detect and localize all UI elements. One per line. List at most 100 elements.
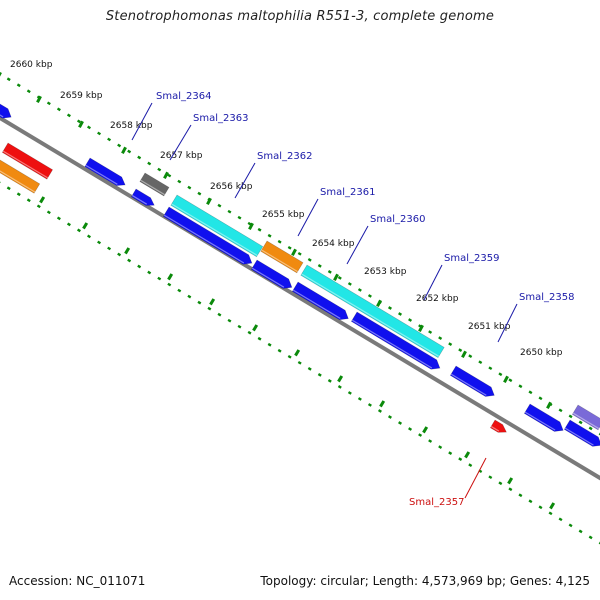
upper-minor-tick bbox=[478, 360, 483, 365]
gene-feature-highlight bbox=[564, 427, 594, 446]
gene-feature bbox=[250, 259, 293, 289]
scale-label: 2658 kbp bbox=[110, 121, 153, 131]
lower-minor-tick bbox=[568, 523, 573, 528]
upper-minor-tick bbox=[66, 113, 71, 118]
lower-minor-tick bbox=[428, 439, 433, 443]
upper-minor-tick bbox=[97, 131, 102, 136]
upper-major-tick bbox=[248, 222, 254, 230]
lower-minor-tick bbox=[227, 318, 232, 323]
upper-minor-tick bbox=[217, 203, 222, 208]
gene-label: Smal_2359 bbox=[444, 253, 499, 264]
upper-minor-tick bbox=[147, 161, 152, 166]
gene-feature bbox=[291, 281, 349, 321]
lower-major-tick bbox=[82, 222, 89, 230]
scale-label: 2653 kbp bbox=[364, 267, 407, 277]
upper-minor-tick bbox=[227, 209, 232, 214]
lower-tick-track bbox=[0, 181, 600, 545]
gene-feature bbox=[563, 419, 600, 447]
upper-minor-tick bbox=[297, 251, 302, 256]
upper-minor-tick bbox=[26, 89, 31, 94]
lower-minor-tick bbox=[438, 445, 443, 449]
upper-minor-tick bbox=[6, 77, 11, 82]
backbone bbox=[0, 115, 600, 481]
upper-minor-tick bbox=[317, 264, 322, 268]
upper-minor-tick bbox=[558, 408, 563, 413]
lower-major-tick bbox=[124, 247, 131, 255]
upper-minor-tick bbox=[277, 239, 282, 244]
lower-minor-tick bbox=[127, 258, 132, 263]
gene-feature bbox=[84, 157, 126, 186]
lower-minor-tick bbox=[327, 379, 332, 383]
lower-major-tick bbox=[209, 298, 216, 306]
gene-feature-highlight bbox=[0, 170, 36, 193]
gene-feature bbox=[260, 240, 304, 274]
upper-minor-tick bbox=[458, 348, 463, 352]
lower-minor-tick bbox=[157, 276, 162, 281]
upper-minor-tick bbox=[87, 125, 91, 130]
gene-label-leader bbox=[234, 162, 256, 199]
feature-track bbox=[0, 103, 600, 447]
lower-minor-tick bbox=[508, 487, 513, 492]
gene-feature bbox=[350, 311, 441, 370]
lower-major-tick bbox=[379, 400, 386, 408]
lower-minor-tick bbox=[56, 216, 61, 221]
lower-minor-tick bbox=[107, 246, 112, 251]
upper-minor-tick bbox=[157, 167, 162, 172]
gene-feature-highlight bbox=[0, 114, 4, 118]
lower-major-tick bbox=[549, 502, 556, 510]
gene-feature-highlight bbox=[450, 373, 487, 396]
lower-minor-tick bbox=[207, 306, 212, 311]
lower-major-tick bbox=[337, 375, 344, 383]
lower-minor-tick bbox=[76, 228, 81, 233]
lower-minor-tick bbox=[97, 240, 102, 245]
lower-minor-tick bbox=[267, 342, 272, 347]
lower-minor-tick bbox=[257, 336, 262, 341]
upper-major-tick bbox=[36, 95, 42, 103]
scale-labels: 2660 kbp 2659 kbp 2658 kbp 2657 kbp 2656 kbp… bbox=[10, 60, 563, 358]
scale-label: 2656 kbp bbox=[210, 182, 253, 192]
gene-label-leader bbox=[423, 264, 443, 301]
lower-minor-tick bbox=[277, 348, 282, 353]
gene-label: Smal_2357 bbox=[409, 497, 464, 508]
lower-major-tick bbox=[422, 426, 429, 434]
lower-minor-tick bbox=[87, 234, 91, 239]
lower-major-tick bbox=[252, 324, 259, 332]
upper-minor-tick bbox=[187, 185, 192, 190]
upper-minor-tick bbox=[488, 366, 493, 371]
upper-minor-tick bbox=[137, 155, 142, 160]
lower-minor-tick bbox=[498, 481, 503, 486]
lower-minor-tick bbox=[418, 433, 423, 437]
lower-major-tick bbox=[39, 196, 46, 204]
upper-major-tick bbox=[461, 350, 467, 358]
genome-info-label: Topology: circular; Length: 4,573,969 bp… bbox=[260, 574, 590, 588]
gene-label-leader bbox=[464, 457, 487, 499]
lower-minor-tick bbox=[448, 451, 453, 455]
scale-label: 2652 kbp bbox=[416, 294, 459, 304]
lower-major-tick bbox=[167, 273, 174, 281]
gene-feature bbox=[1, 142, 54, 180]
accession-label: Accession: NC_011071 bbox=[9, 574, 146, 588]
gene-feature bbox=[162, 206, 253, 265]
gene-label: Smal_2364 bbox=[156, 91, 211, 102]
upper-minor-tick bbox=[16, 83, 21, 88]
upper-minor-tick bbox=[498, 372, 503, 377]
lower-minor-tick bbox=[137, 264, 142, 269]
gene-label: Smal_2358 bbox=[519, 292, 574, 303]
gene-feature bbox=[571, 404, 600, 431]
upper-minor-tick bbox=[468, 354, 473, 359]
upper-minor-tick bbox=[76, 119, 81, 124]
gene-feature-highlight bbox=[351, 319, 433, 369]
gene-feature bbox=[139, 172, 170, 197]
lower-minor-tick bbox=[247, 330, 252, 335]
lower-minor-tick bbox=[177, 288, 182, 293]
lower-minor-tick bbox=[377, 409, 382, 413]
gene-label-leader bbox=[169, 124, 192, 161]
gene-feature-highlight bbox=[2, 150, 49, 179]
gene-feature-highlight bbox=[524, 411, 556, 431]
upper-minor-tick bbox=[438, 336, 443, 340]
upper-minor-tick bbox=[518, 384, 523, 389]
gene-feature bbox=[170, 194, 264, 258]
lower-major-tick bbox=[464, 451, 471, 459]
gene-labels: Smal_2364 Smal_2363 Smal_2362 Smal_2361 Smal… bbox=[131, 91, 574, 508]
gene-feature-highlight bbox=[261, 249, 298, 273]
